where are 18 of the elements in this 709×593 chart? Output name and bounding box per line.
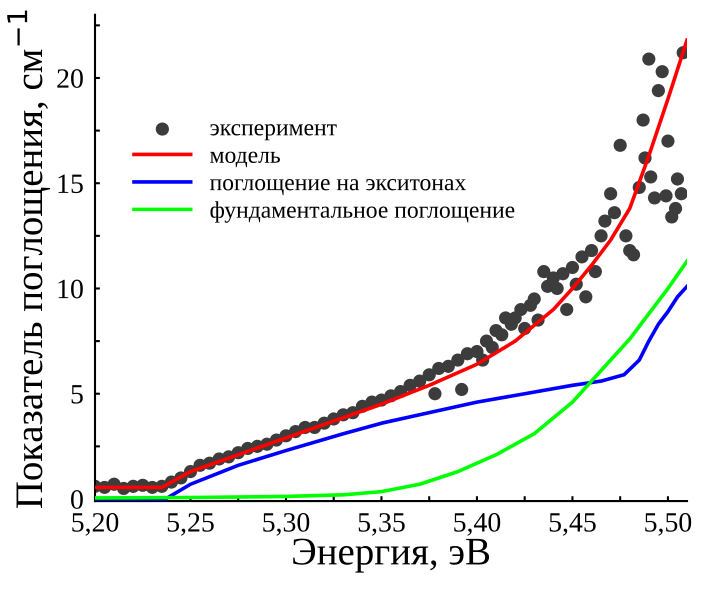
legend-label: поглощение на экситонах — [210, 179, 466, 196]
y-axis-title: Показатель поглощения, см$^{−1}$ — [7, 10, 50, 508]
legend-label: эксперимент — [210, 124, 337, 140]
x-tick-label: 5,40 — [454, 513, 500, 536]
x-tick-label: 5,30 — [263, 513, 310, 536]
x-tick-label: 5,45 — [550, 513, 596, 536]
y-tick-label: 10 — [58, 280, 83, 298]
x-tick-label: 5,20 — [72, 513, 118, 536]
x-tick-label: 5,50 — [645, 513, 692, 536]
legend-label: фундаментальное поглощение — [210, 201, 514, 223]
legend-label: модель — [210, 152, 280, 168]
x-tick-label: 5,25 — [168, 513, 214, 536]
y-tick-label: 0 — [71, 490, 83, 509]
x-tick-label: 5,35 — [358, 513, 405, 536]
y-tick-label: 20 — [57, 69, 83, 88]
y-tick-label: 15 — [58, 174, 83, 194]
x-axis-title: Энергия, эВ — [293, 538, 490, 573]
y-tick-label: 5 — [72, 385, 83, 404]
